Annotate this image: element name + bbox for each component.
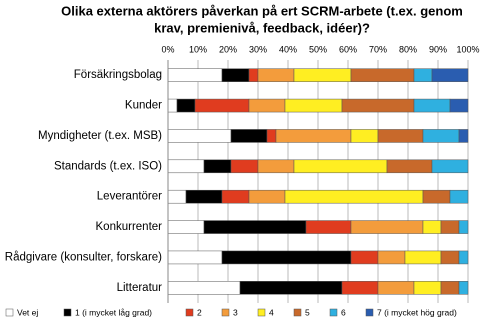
bar-segment (431, 159, 469, 174)
bar-segment (350, 129, 379, 143)
bar-segment (257, 159, 295, 174)
bar-segment (350, 220, 424, 234)
bar-segment (266, 129, 277, 143)
bar-segment (377, 250, 406, 265)
bar-segment (284, 98, 343, 113)
bar-segment (440, 281, 460, 295)
bar-segment (293, 159, 388, 174)
bar-segment (176, 98, 196, 113)
bar-segment (449, 189, 469, 204)
y-tick-label: Rådgivare (konsulter, forskare) (5, 251, 162, 263)
bar-segment (413, 98, 451, 113)
legend-swatch (329, 308, 338, 317)
bar-segment (248, 68, 259, 82)
y-tick-label: Standards (t.ex. ISO) (54, 160, 162, 172)
legend-swatch (5, 308, 14, 317)
bar-segment (458, 281, 469, 295)
bar-segment (167, 68, 223, 82)
x-tick-label: 90% (429, 44, 447, 54)
bar-segment (449, 98, 469, 113)
bar-segment (458, 250, 469, 265)
bar-segment (440, 250, 460, 265)
x-tick-label: 0% (161, 44, 174, 54)
bar-segment (422, 220, 442, 234)
legend-swatch (63, 308, 72, 317)
bar-segment (239, 281, 343, 295)
bar-segment (194, 98, 250, 113)
bar-segment (167, 220, 205, 234)
x-tick-label: 10% (189, 44, 207, 54)
x-tick-label: 30% (249, 44, 267, 54)
y-tick-label: Litteratur (117, 282, 163, 294)
bar-segment (350, 250, 379, 265)
legend-label: 1 (i mycket låg grad) (75, 307, 152, 317)
bar-segment (413, 281, 442, 295)
legend-swatch (257, 308, 266, 317)
y-tick-label: Leverantörer (97, 191, 162, 203)
bar-segment (230, 159, 259, 174)
bar-segment (230, 129, 268, 143)
bar-segment (431, 68, 469, 82)
chart-title: krav, premienivå, feedback, idéer)? (154, 20, 370, 35)
bar-segment (257, 68, 295, 82)
x-tick-label: 70% (369, 44, 387, 54)
bar-segment (167, 281, 241, 295)
bar-segment (350, 68, 415, 82)
legend-label: 3 (233, 307, 238, 317)
bar-segment (185, 189, 223, 204)
chart-title: Olika externa aktörers påverkan på ert S… (61, 3, 463, 18)
legend-label: 4 (269, 307, 274, 317)
bar-segment (248, 98, 286, 113)
x-tick-label: 80% (399, 44, 417, 54)
bar-segment (458, 220, 469, 234)
legend-label: Vet ej (17, 307, 38, 317)
bar-segment (422, 189, 451, 204)
y-tick-label: Konkurrenter (96, 221, 163, 233)
legend-label: 6 (341, 307, 346, 317)
bar-segment (167, 129, 232, 143)
x-tick-label: 60% (339, 44, 357, 54)
bar-segment (248, 189, 286, 204)
bar-segment (341, 281, 379, 295)
bar-segment (404, 250, 442, 265)
legend-swatch (365, 308, 374, 317)
bar-segment (413, 68, 433, 82)
x-tick-label: 40% (279, 44, 297, 54)
legend-swatch (293, 308, 302, 317)
bar-segment (275, 129, 352, 143)
y-tick-label: Kunder (125, 100, 162, 112)
legend-label: 2 (197, 307, 202, 317)
x-tick-label: 100% (456, 44, 479, 54)
bar-segment (167, 159, 205, 174)
y-tick-label: Myndigheter (t.ex. MSB) (38, 130, 162, 142)
bar-segment (203, 220, 307, 234)
bar-segment (305, 220, 352, 234)
bar-segment (377, 129, 424, 143)
bar-segment (440, 220, 460, 234)
legend-swatch (185, 308, 194, 317)
bar-segment (341, 98, 415, 113)
legend-swatch (221, 308, 230, 317)
bar-segment (167, 98, 178, 113)
bar-segment (221, 250, 352, 265)
bar-segment (284, 189, 424, 204)
bar-segment (167, 189, 187, 204)
y-tick-label: Försäkringsbolag (74, 69, 162, 81)
bar-segment (386, 159, 433, 174)
legend-label: 5 (305, 307, 310, 317)
bar-segment (221, 68, 250, 82)
bar-segment (221, 189, 250, 204)
bar-segment (422, 129, 460, 143)
bar-segment (293, 68, 352, 82)
x-tick-label: 20% (219, 44, 237, 54)
bar-segment (167, 250, 223, 265)
bar-segment (458, 129, 469, 143)
bar-segment (377, 281, 415, 295)
bar-segment (203, 159, 232, 174)
x-tick-label: 50% (309, 44, 327, 54)
legend-label: 7 (i mycket hög grad) (377, 307, 457, 317)
